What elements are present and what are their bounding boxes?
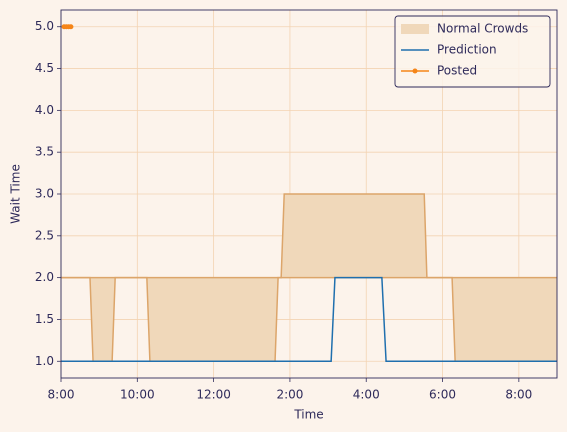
x-tick-label: 8:00 xyxy=(48,388,75,402)
x-tick-label: 12:00 xyxy=(196,388,231,402)
y-tick-label: 2.5 xyxy=(35,228,54,242)
y-tick-label: 3.5 xyxy=(35,145,54,159)
legend-marker xyxy=(412,68,418,74)
legend-label: Prediction xyxy=(437,43,497,57)
x-tick-label: 2:00 xyxy=(276,388,303,402)
y-tick-label: 5.0 xyxy=(35,19,54,33)
y-tick-label: 4.5 xyxy=(35,61,54,75)
y-axis-label: Wait Time xyxy=(9,164,23,224)
plot-frame xyxy=(60,9,558,379)
legend-box xyxy=(394,15,551,88)
y-tick-label: 2.0 xyxy=(35,270,54,284)
x-tick-label: 10:00 xyxy=(120,388,155,402)
x-tick-label: 4:00 xyxy=(353,388,380,402)
y-tick-label: 1.5 xyxy=(35,312,54,326)
legend-label: Posted xyxy=(437,64,477,78)
y-tick-label: 4.0 xyxy=(35,103,54,117)
legend-label: Normal Crowds xyxy=(437,22,528,36)
legend-swatch xyxy=(401,24,429,34)
line xyxy=(61,276,557,363)
y-tick-label: 1.0 xyxy=(35,354,54,368)
y-tick-label: 3.0 xyxy=(35,187,54,201)
x-tick-label: 8:00 xyxy=(505,388,532,402)
x-tick-label: 6:00 xyxy=(429,388,456,402)
x-axis-label: Time xyxy=(293,408,323,422)
marker xyxy=(68,24,74,30)
